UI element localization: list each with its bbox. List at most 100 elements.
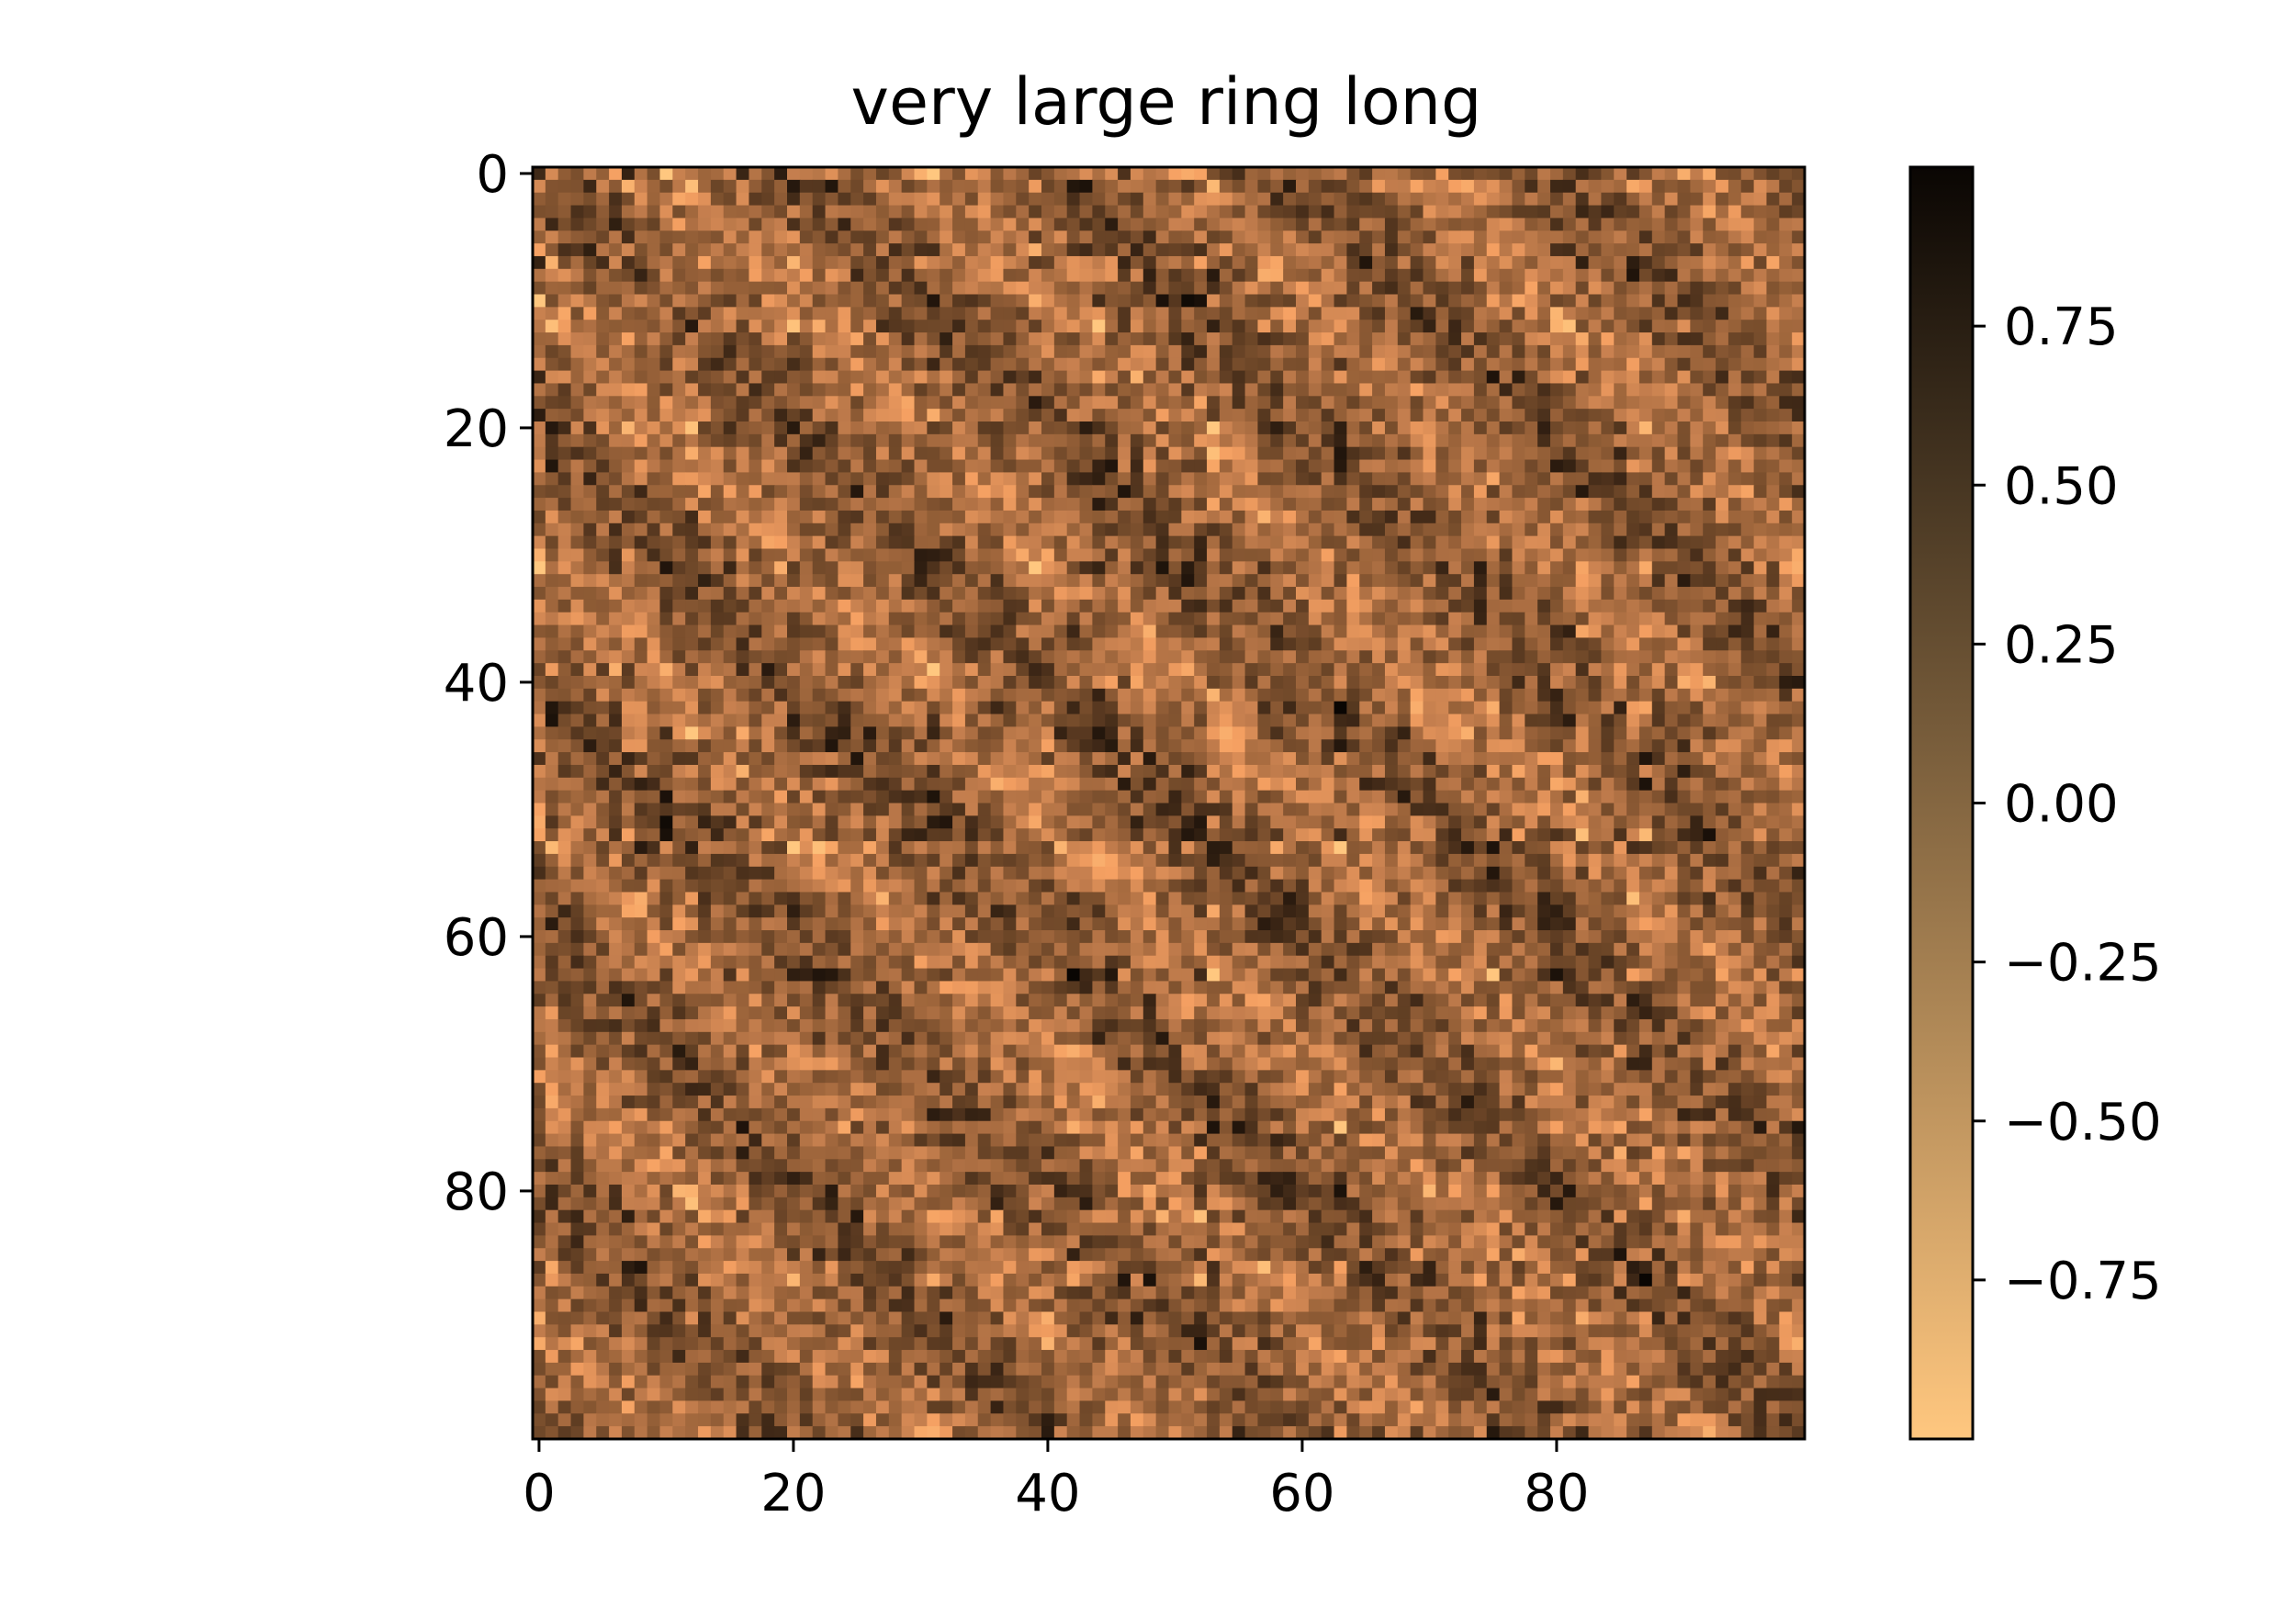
- heatmap-cell: [596, 307, 610, 320]
- heatmap-cell: [723, 179, 737, 194]
- heatmap-cell: [1562, 688, 1577, 702]
- heatmap-cell: [1410, 485, 1424, 499]
- heatmap-cell: [1575, 523, 1590, 537]
- heatmap-cell: [1270, 268, 1284, 283]
- heatmap-cell: [1397, 752, 1412, 766]
- heatmap-cell: [1384, 281, 1399, 296]
- heatmap-cell: [1537, 205, 1551, 219]
- heatmap-cell: [1423, 433, 1436, 448]
- heatmap-cell: [774, 663, 788, 677]
- heatmap-cell: [1499, 446, 1514, 461]
- heatmap-cell: [1181, 726, 1195, 740]
- heatmap-cell: [1066, 624, 1081, 639]
- heatmap-cell: [1740, 624, 1755, 639]
- heatmap-cell: [1766, 650, 1780, 664]
- heatmap-cell: [1130, 587, 1144, 601]
- heatmap-cell: [1473, 510, 1488, 524]
- heatmap-cell: [1130, 561, 1144, 575]
- heatmap-cell: [1053, 650, 1068, 664]
- heatmap-cell: [609, 510, 623, 524]
- heatmap-cell: [1588, 332, 1602, 346]
- heatmap-cell: [1614, 599, 1627, 613]
- heatmap-cell: [1740, 459, 1755, 473]
- heatmap-cell: [659, 459, 673, 473]
- heatmap-cell: [825, 485, 838, 499]
- heatmap-cell: [1257, 268, 1271, 283]
- heatmap-cell: [1397, 726, 1412, 740]
- heatmap-cell: [1207, 472, 1221, 486]
- heatmap-cell: [1461, 383, 1475, 397]
- heatmap-cell: [1092, 599, 1106, 613]
- heatmap-cell: [990, 790, 1005, 804]
- heatmap-cell: [685, 307, 699, 320]
- heatmap-cell: [1461, 218, 1475, 231]
- heatmap-cell: [1461, 612, 1475, 626]
- heatmap-cell: [1270, 446, 1284, 461]
- heatmap-cell: [583, 281, 597, 296]
- heatmap-cell: [609, 714, 623, 727]
- heatmap-cell: [1092, 167, 1106, 181]
- heatmap-cell: [1308, 714, 1322, 727]
- heatmap-cell: [1066, 433, 1081, 448]
- heatmap-cell: [875, 472, 890, 486]
- heatmap-cell: [1397, 243, 1412, 257]
- heatmap-cell: [621, 587, 636, 601]
- heatmap-cell: [1168, 523, 1182, 537]
- heatmap-cell: [1525, 764, 1538, 779]
- heatmap-cell: [964, 637, 979, 651]
- heatmap-cell: [1512, 535, 1525, 550]
- heatmap-cell: [1346, 433, 1360, 448]
- heatmap-cell: [1728, 523, 1742, 537]
- heatmap-cell: [1638, 268, 1653, 283]
- heatmap-cell: [863, 612, 877, 626]
- heatmap-cell: [1219, 599, 1233, 613]
- heatmap-cell: [799, 268, 814, 283]
- heatmap-cell: [825, 332, 838, 346]
- heatmap-cell: [977, 663, 992, 677]
- heatmap-cell: [698, 268, 712, 283]
- heatmap-cell: [685, 243, 699, 257]
- heatmap-cell: [1792, 650, 1806, 664]
- heatmap-cell: [1283, 535, 1297, 550]
- heatmap-cell: [952, 676, 966, 690]
- heatmap-cell: [545, 535, 559, 550]
- heatmap-cell: [1257, 332, 1271, 346]
- heatmap-cell: [1168, 230, 1182, 244]
- heatmap-cell: [1372, 446, 1386, 461]
- heatmap-cell: [1219, 485, 1233, 499]
- heatmap-cell: [1461, 230, 1475, 244]
- heatmap-cell: [1550, 357, 1564, 372]
- heatmap-cell: [914, 535, 928, 550]
- heatmap-cell: [1486, 548, 1501, 562]
- heatmap-cell: [1372, 498, 1386, 511]
- heatmap-cell: [570, 409, 584, 422]
- heatmap-cell: [1118, 688, 1131, 702]
- heatmap-cell: [1130, 255, 1144, 270]
- heatmap-cell: [1677, 268, 1691, 283]
- heatmap-cell: [1512, 688, 1525, 702]
- heatmap-cell: [1792, 714, 1806, 727]
- heatmap-cell: [1041, 179, 1055, 194]
- heatmap-cell: [1207, 676, 1221, 690]
- heatmap-cell: [761, 726, 775, 740]
- heatmap-cell: [1728, 294, 1742, 308]
- heatmap-cell: [1410, 281, 1424, 296]
- heatmap-cell: [952, 307, 966, 320]
- heatmap-cell: [1308, 332, 1322, 346]
- heatmap-cell: [838, 637, 851, 651]
- heatmap-cell: [1105, 599, 1119, 613]
- heatmap-cell: [1041, 561, 1055, 575]
- heatmap-cell: [1677, 205, 1691, 219]
- heatmap-cell: [1435, 433, 1449, 448]
- heatmap-cell: [1270, 472, 1284, 486]
- heatmap-cell: [1207, 344, 1221, 359]
- heatmap-cell: [557, 459, 572, 473]
- heatmap-cell: [850, 294, 864, 308]
- heatmap-cell: [710, 472, 725, 486]
- heatmap-cell: [557, 726, 572, 740]
- heatmap-cell: [634, 510, 648, 524]
- heatmap-cell: [990, 663, 1005, 677]
- heatmap-cell: [990, 446, 1005, 461]
- heatmap-cell: [1690, 777, 1704, 792]
- heatmap-cell: [1232, 472, 1246, 486]
